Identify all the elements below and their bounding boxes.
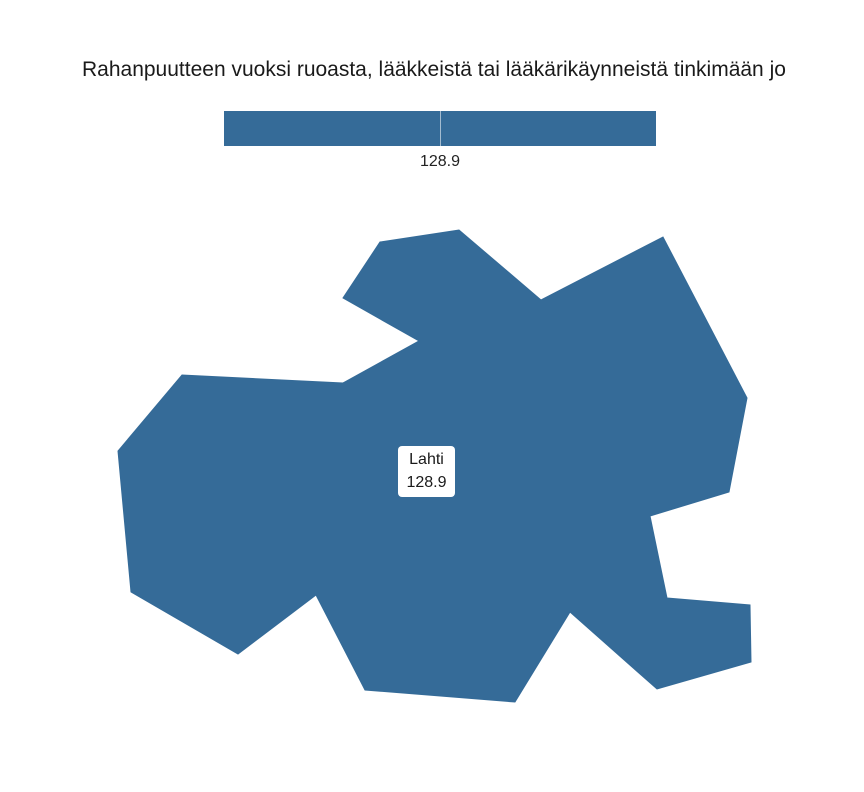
legend-value-label: 128.9 xyxy=(419,153,461,170)
region-label-lahti: Lahti 128.9 xyxy=(398,446,455,497)
legend-tick xyxy=(440,111,441,146)
color-legend: 128.9 xyxy=(224,111,656,170)
region-name: Lahti xyxy=(409,451,444,468)
map-title: Rahanpuutteen vuoksi ruoasta, lääkkeistä… xyxy=(82,58,786,81)
region-value: 128.9 xyxy=(406,474,447,491)
